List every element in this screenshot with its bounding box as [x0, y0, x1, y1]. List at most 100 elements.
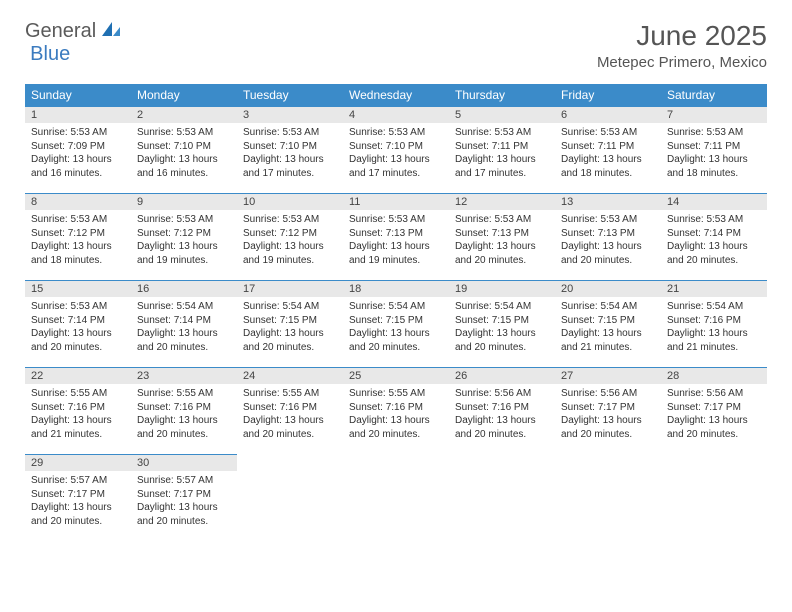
calendar-day-cell: 11Sunrise: 5:53 AMSunset: 7:13 PMDayligh…	[343, 194, 449, 281]
calendar-day-cell: 10Sunrise: 5:53 AMSunset: 7:12 PMDayligh…	[237, 194, 343, 281]
day-number: 24	[237, 368, 343, 384]
calendar-day-cell: 26Sunrise: 5:56 AMSunset: 7:16 PMDayligh…	[449, 368, 555, 455]
calendar-day-cell	[661, 455, 767, 542]
day-number: 4	[343, 107, 449, 123]
calendar-week-row: 8Sunrise: 5:53 AMSunset: 7:12 PMDaylight…	[25, 194, 767, 281]
day-details: Sunrise: 5:53 AMSunset: 7:13 PMDaylight:…	[449, 210, 555, 271]
day-details: Sunrise: 5:53 AMSunset: 7:14 PMDaylight:…	[661, 210, 767, 271]
calendar-day-cell: 6Sunrise: 5:53 AMSunset: 7:11 PMDaylight…	[555, 107, 661, 194]
calendar-day-cell: 12Sunrise: 5:53 AMSunset: 7:13 PMDayligh…	[449, 194, 555, 281]
calendar-day-cell: 21Sunrise: 5:54 AMSunset: 7:16 PMDayligh…	[661, 281, 767, 368]
calendar-day-cell	[343, 455, 449, 542]
day-details: Sunrise: 5:53 AMSunset: 7:09 PMDaylight:…	[25, 123, 131, 184]
logo-text-general: General	[25, 20, 96, 43]
day-details: Sunrise: 5:56 AMSunset: 7:16 PMDaylight:…	[449, 384, 555, 445]
day-number: 19	[449, 281, 555, 297]
day-number: 13	[555, 194, 661, 210]
day-number: 16	[131, 281, 237, 297]
day-number: 2	[131, 107, 237, 123]
day-number: 21	[661, 281, 767, 297]
calendar-day-cell: 3Sunrise: 5:53 AMSunset: 7:10 PMDaylight…	[237, 107, 343, 194]
day-number: 18	[343, 281, 449, 297]
calendar-day-cell: 28Sunrise: 5:56 AMSunset: 7:17 PMDayligh…	[661, 368, 767, 455]
calendar-day-cell	[449, 455, 555, 542]
day-details: Sunrise: 5:54 AMSunset: 7:16 PMDaylight:…	[661, 297, 767, 358]
calendar-day-cell: 4Sunrise: 5:53 AMSunset: 7:10 PMDaylight…	[343, 107, 449, 194]
calendar-body: 1Sunrise: 5:53 AMSunset: 7:09 PMDaylight…	[25, 107, 767, 542]
day-details: Sunrise: 5:53 AMSunset: 7:11 PMDaylight:…	[449, 123, 555, 184]
day-details: Sunrise: 5:53 AMSunset: 7:14 PMDaylight:…	[25, 297, 131, 358]
calendar-day-cell: 25Sunrise: 5:55 AMSunset: 7:16 PMDayligh…	[343, 368, 449, 455]
calendar-day-cell: 13Sunrise: 5:53 AMSunset: 7:13 PMDayligh…	[555, 194, 661, 281]
day-details: Sunrise: 5:56 AMSunset: 7:17 PMDaylight:…	[661, 384, 767, 445]
calendar-table: SundayMondayTuesdayWednesdayThursdayFrid…	[25, 84, 767, 541]
day-details: Sunrise: 5:54 AMSunset: 7:15 PMDaylight:…	[343, 297, 449, 358]
logo-sail-icon	[100, 20, 122, 43]
calendar-day-cell: 5Sunrise: 5:53 AMSunset: 7:11 PMDaylight…	[449, 107, 555, 194]
calendar-day-cell: 29Sunrise: 5:57 AMSunset: 7:17 PMDayligh…	[25, 455, 131, 542]
day-details: Sunrise: 5:53 AMSunset: 7:11 PMDaylight:…	[555, 123, 661, 184]
day-number: 10	[237, 194, 343, 210]
day-number: 6	[555, 107, 661, 123]
calendar-day-cell: 20Sunrise: 5:54 AMSunset: 7:15 PMDayligh…	[555, 281, 661, 368]
logo-text-blue: Blue	[30, 43, 70, 66]
day-details: Sunrise: 5:55 AMSunset: 7:16 PMDaylight:…	[343, 384, 449, 445]
day-number: 7	[661, 107, 767, 123]
calendar-day-cell	[237, 455, 343, 542]
day-details: Sunrise: 5:53 AMSunset: 7:10 PMDaylight:…	[131, 123, 237, 184]
calendar-day-cell: 22Sunrise: 5:55 AMSunset: 7:16 PMDayligh…	[25, 368, 131, 455]
day-details: Sunrise: 5:53 AMSunset: 7:10 PMDaylight:…	[343, 123, 449, 184]
day-details: Sunrise: 5:53 AMSunset: 7:10 PMDaylight:…	[237, 123, 343, 184]
day-details: Sunrise: 5:53 AMSunset: 7:13 PMDaylight:…	[555, 210, 661, 271]
calendar-day-cell	[555, 455, 661, 542]
calendar-day-cell: 23Sunrise: 5:55 AMSunset: 7:16 PMDayligh…	[131, 368, 237, 455]
day-number: 27	[555, 368, 661, 384]
day-details: Sunrise: 5:54 AMSunset: 7:15 PMDaylight:…	[237, 297, 343, 358]
calendar-header-row: SundayMondayTuesdayWednesdayThursdayFrid…	[25, 84, 767, 107]
day-number: 30	[131, 455, 237, 471]
day-details: Sunrise: 5:57 AMSunset: 7:17 PMDaylight:…	[25, 471, 131, 532]
day-header: Sunday	[25, 84, 131, 107]
day-header: Thursday	[449, 84, 555, 107]
day-number: 9	[131, 194, 237, 210]
calendar-week-row: 22Sunrise: 5:55 AMSunset: 7:16 PMDayligh…	[25, 368, 767, 455]
day-details: Sunrise: 5:56 AMSunset: 7:17 PMDaylight:…	[555, 384, 661, 445]
day-number: 1	[25, 107, 131, 123]
calendar-day-cell: 30Sunrise: 5:57 AMSunset: 7:17 PMDayligh…	[131, 455, 237, 542]
day-details: Sunrise: 5:55 AMSunset: 7:16 PMDaylight:…	[237, 384, 343, 445]
day-number: 5	[449, 107, 555, 123]
calendar-week-row: 15Sunrise: 5:53 AMSunset: 7:14 PMDayligh…	[25, 281, 767, 368]
day-details: Sunrise: 5:53 AMSunset: 7:11 PMDaylight:…	[661, 123, 767, 184]
logo: General	[25, 20, 124, 43]
calendar-day-cell: 16Sunrise: 5:54 AMSunset: 7:14 PMDayligh…	[131, 281, 237, 368]
calendar-day-cell: 7Sunrise: 5:53 AMSunset: 7:11 PMDaylight…	[661, 107, 767, 194]
day-number: 22	[25, 368, 131, 384]
day-number: 17	[237, 281, 343, 297]
calendar-week-row: 29Sunrise: 5:57 AMSunset: 7:17 PMDayligh…	[25, 455, 767, 542]
calendar-day-cell: 14Sunrise: 5:53 AMSunset: 7:14 PMDayligh…	[661, 194, 767, 281]
day-details: Sunrise: 5:55 AMSunset: 7:16 PMDaylight:…	[25, 384, 131, 445]
calendar-day-cell: 15Sunrise: 5:53 AMSunset: 7:14 PMDayligh…	[25, 281, 131, 368]
day-number: 28	[661, 368, 767, 384]
day-header: Saturday	[661, 84, 767, 107]
day-details: Sunrise: 5:54 AMSunset: 7:14 PMDaylight:…	[131, 297, 237, 358]
day-header: Tuesday	[237, 84, 343, 107]
calendar-day-cell: 8Sunrise: 5:53 AMSunset: 7:12 PMDaylight…	[25, 194, 131, 281]
day-details: Sunrise: 5:53 AMSunset: 7:12 PMDaylight:…	[131, 210, 237, 271]
day-details: Sunrise: 5:53 AMSunset: 7:12 PMDaylight:…	[237, 210, 343, 271]
day-number: 25	[343, 368, 449, 384]
day-number: 8	[25, 194, 131, 210]
day-number: 3	[237, 107, 343, 123]
day-number: 23	[131, 368, 237, 384]
calendar-day-cell: 2Sunrise: 5:53 AMSunset: 7:10 PMDaylight…	[131, 107, 237, 194]
calendar-day-cell: 1Sunrise: 5:53 AMSunset: 7:09 PMDaylight…	[25, 107, 131, 194]
calendar-day-cell: 19Sunrise: 5:54 AMSunset: 7:15 PMDayligh…	[449, 281, 555, 368]
day-details: Sunrise: 5:55 AMSunset: 7:16 PMDaylight:…	[131, 384, 237, 445]
calendar-day-cell: 27Sunrise: 5:56 AMSunset: 7:17 PMDayligh…	[555, 368, 661, 455]
calendar-day-cell: 18Sunrise: 5:54 AMSunset: 7:15 PMDayligh…	[343, 281, 449, 368]
location: Metepec Primero, Mexico	[597, 54, 767, 71]
day-header: Wednesday	[343, 84, 449, 107]
day-number: 20	[555, 281, 661, 297]
day-details: Sunrise: 5:53 AMSunset: 7:13 PMDaylight:…	[343, 210, 449, 271]
day-header: Friday	[555, 84, 661, 107]
